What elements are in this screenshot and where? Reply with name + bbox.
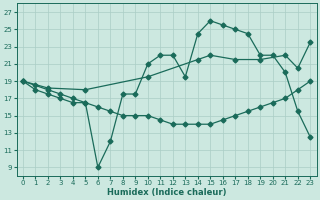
- X-axis label: Humidex (Indice chaleur): Humidex (Indice chaleur): [107, 188, 226, 197]
